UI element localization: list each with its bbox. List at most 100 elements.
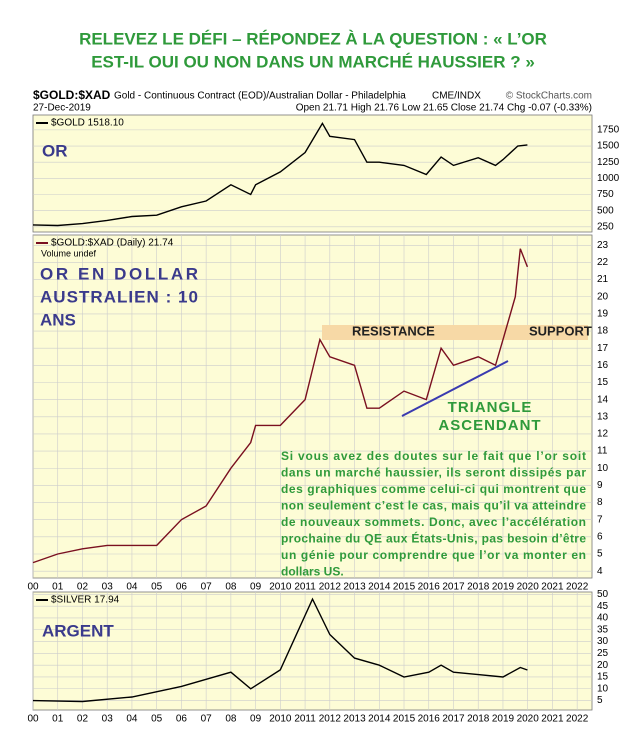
x-tick-label: 07 [201, 714, 213, 725]
x-tick-label: 2011 [294, 582, 316, 593]
x-tick-label: 2012 [319, 714, 342, 725]
x-tick-label: 2021 [541, 582, 564, 593]
x-tick-label: 04 [126, 714, 138, 725]
x-tick-label: 2010 [269, 714, 292, 725]
x-tick-label: 06 [176, 582, 188, 593]
y-tick-label: 19 [597, 309, 609, 320]
annotation: SUPPORT [529, 323, 592, 338]
x-tick-label: 02 [77, 582, 89, 593]
y-tick-label: 17 [597, 343, 609, 354]
y-tick-label: 4 [597, 566, 603, 577]
copyright: © StockCharts.com [506, 91, 592, 102]
x-tick-label: 2020 [517, 714, 540, 725]
x-tick-label: 01 [52, 582, 64, 593]
y-tick-label: 15 [597, 377, 609, 388]
x-tick-label: 2019 [492, 582, 515, 593]
note-line: un génie pour comprendre que l’or va mon… [281, 548, 586, 562]
panel-label: ARGENT [42, 621, 114, 640]
x-tick-label: 2021 [541, 714, 564, 725]
y-tick-label: 11 [597, 446, 608, 457]
y-tick-label: 20 [597, 660, 609, 671]
y-tick-label: 50 [597, 589, 609, 600]
x-tick-label: 08 [225, 714, 237, 725]
legend-entry: $GOLD 1518.10 [51, 118, 124, 129]
y-tick-label: 500 [597, 205, 614, 216]
note-line: prochaine du QE aux États-Unis, pas beso… [281, 531, 586, 546]
y-tick-label: 750 [597, 189, 614, 200]
plot-area [32, 114, 593, 233]
y-tick-label: 12 [597, 429, 609, 440]
note-line: non seulement c’est le cas, mais qu’il v… [281, 499, 586, 513]
x-tick-label: 2018 [467, 714, 490, 725]
y-tick-label: 45 [597, 601, 609, 612]
y-tick-label: 9 [597, 480, 603, 491]
note-line: des graphiques comme celui-ci qui montre… [281, 482, 586, 496]
y-tick-label: 5 [597, 549, 603, 560]
x-tick-label: 2010 [269, 582, 292, 593]
y-tick-label: 1500 [597, 141, 620, 152]
x-tick-label: 03 [102, 714, 114, 725]
x-tick-label: 08 [225, 582, 237, 593]
quote: Open 21.71 High 21.76 Low 21.65 Close 21… [296, 103, 592, 114]
triangle-line [401, 360, 509, 417]
x-tick-label: 07 [201, 582, 213, 593]
x-tick-label: 05 [151, 714, 163, 725]
y-tick-label: 13 [597, 411, 609, 422]
title: RELEVEZ LE DÉFI – RÉPONDEZ À LA QUESTION… [79, 29, 547, 48]
y-tick-label: 30 [597, 636, 609, 647]
note-line: de nouveaux sommets. Donc, avec l’accélé… [281, 515, 586, 529]
title: EST-IL OUI OU NON DANS UN MARCHÉ HAUSSIE… [91, 52, 535, 71]
note-line: dans un marché haussier, ils seront diss… [281, 466, 586, 480]
y-tick-label: 22 [597, 257, 609, 268]
x-tick-label: 2014 [368, 582, 391, 593]
price-line [32, 122, 528, 227]
legend-entry: $GOLD:$XAD (Daily) 21.74 [51, 238, 174, 249]
annotation: TRIANGLE [448, 399, 533, 416]
x-tick-label: 2015 [393, 582, 416, 593]
resistance-band [322, 325, 588, 340]
y-tick-label: 23 [597, 240, 609, 251]
y-tick-label: 16 [597, 360, 609, 371]
x-tick-label: 00 [27, 714, 39, 725]
x-tick-label: 05 [151, 582, 163, 593]
y-tick-label: 18 [597, 326, 609, 337]
x-tick-label: 00 [27, 582, 39, 593]
x-tick-label: 2022 [566, 714, 589, 725]
panel-label: AUSTRALIEN : 10 [40, 287, 198, 306]
description: Gold - Continuous Contract (EOD)/Austral… [114, 91, 406, 102]
y-tick-label: 8 [597, 497, 603, 508]
panel-label: ANS [40, 310, 76, 329]
x-tick-label: 02 [77, 714, 89, 725]
y-tick-label: 21 [597, 274, 609, 285]
y-tick-label: 14 [597, 394, 609, 405]
x-tick-label: 2011 [294, 714, 316, 725]
y-tick-label: 35 [597, 624, 609, 635]
annotation: ASCENDANT [438, 417, 541, 434]
plot-area [32, 591, 593, 711]
y-tick-label: 15 [597, 672, 609, 683]
legend-entry: $SILVER 17.94 [51, 595, 120, 606]
x-tick-label: 2017 [442, 714, 465, 725]
x-tick-label: 2017 [442, 582, 465, 593]
panel-label: OR EN DOLLAR [40, 264, 198, 283]
x-tick-label: 06 [176, 714, 188, 725]
annotation: RESISTANCE [352, 323, 435, 338]
y-tick-label: 250 [597, 221, 614, 232]
x-tick-label: 09 [250, 582, 262, 593]
y-tick-label: 10 [597, 683, 609, 694]
x-tick-label: 2015 [393, 714, 416, 725]
date: 27-Dec-2019 [33, 103, 91, 114]
x-tick-label: 2019 [492, 714, 515, 725]
y-tick-label: 5 [597, 695, 603, 706]
x-tick-label: 09 [250, 714, 262, 725]
x-tick-label: 03 [102, 582, 114, 593]
x-tick-label: 2022 [566, 582, 589, 593]
note-line: dollars US. [281, 565, 344, 579]
y-tick-label: 6 [597, 531, 603, 542]
x-tick-label: 2014 [368, 714, 391, 725]
x-tick-label: 2013 [343, 714, 366, 725]
x-tick-label: 2013 [343, 582, 366, 593]
x-tick-label: 2016 [418, 582, 441, 593]
y-tick-label: 1000 [597, 173, 620, 184]
legend-entry: Volume undef [41, 248, 97, 258]
